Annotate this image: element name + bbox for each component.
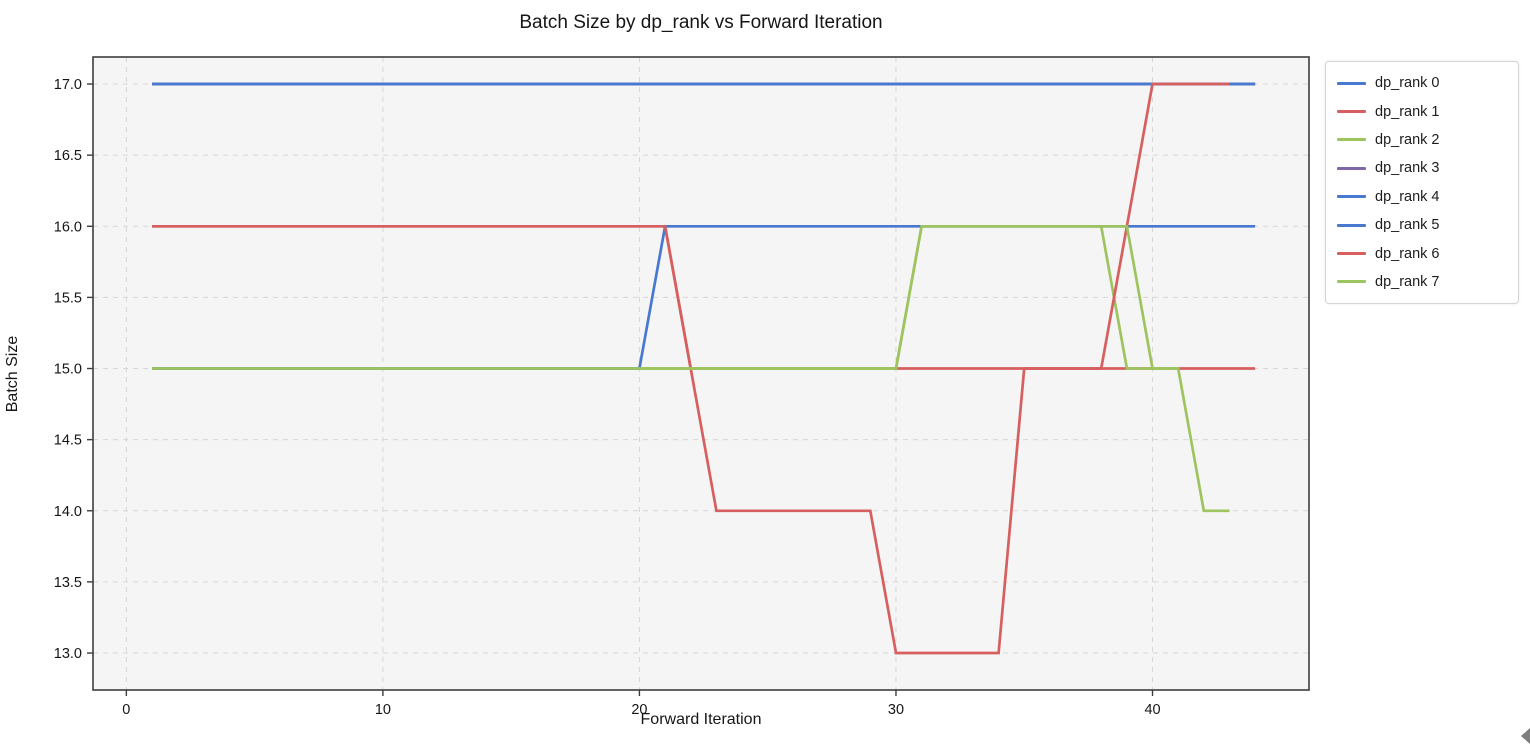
legend-label: dp_rank 0: [1375, 75, 1440, 92]
legend-entry: dp_rank 7: [1337, 268, 1508, 296]
y-tick-label: 13.5: [54, 575, 82, 591]
x-tick-label: 0: [122, 702, 130, 718]
legend-line-swatch: [1337, 138, 1366, 142]
cursor-artifact: [1521, 728, 1530, 744]
legend-line-swatch: [1337, 195, 1366, 199]
legend: dp_rank 0 dp_rank 1 dp_rank 2 dp_rank 3 dp_r…: [1325, 61, 1519, 305]
legend-entry: dp_rank 4: [1337, 183, 1508, 211]
legend-entry: dp_rank 6: [1337, 239, 1508, 267]
plot-spines: [92, 56, 1310, 691]
legend-line-swatch: [1337, 166, 1366, 170]
legend-label: dp_rank 2: [1375, 131, 1440, 148]
series-line-dp_rank-7: [152, 224, 1179, 370]
y-tick-label: 16.5: [54, 148, 82, 164]
legend-line-swatch: [1337, 280, 1366, 284]
y-tick-label: 17.0: [54, 77, 82, 93]
x-tick-label: 40: [1144, 702, 1160, 718]
chart-title: Batch Size by dp_rank vs Forward Iterati…: [519, 12, 883, 33]
x-tick-label: 10: [375, 702, 391, 718]
legend-label: dp_rank 7: [1375, 273, 1440, 290]
x-tick-label: 30: [888, 702, 904, 718]
legend-label: dp_rank 1: [1375, 103, 1440, 120]
legend-label: dp_rank 5: [1375, 217, 1440, 234]
legend-entry: dp_rank 1: [1337, 97, 1508, 125]
legend-line-swatch: [1337, 223, 1366, 227]
y-tick-label: 13.0: [54, 646, 82, 662]
legend-label: dp_rank 3: [1375, 160, 1440, 177]
y-tick-label: 15.5: [54, 290, 82, 306]
y-tick-label: 14.5: [54, 433, 82, 449]
legend-entry: dp_rank 3: [1337, 154, 1508, 182]
legend-label: dp_rank 6: [1375, 245, 1440, 262]
y-tick-label: 14.0: [54, 504, 82, 520]
y-tick-label: 16.0: [54, 219, 82, 235]
y-tick-label: 15.0: [54, 362, 82, 378]
legend-line-swatch: [1337, 81, 1366, 85]
legend-entry: dp_rank 5: [1337, 211, 1508, 239]
legend-line-swatch: [1337, 110, 1366, 114]
legend-label: dp_rank 4: [1375, 188, 1440, 205]
x-tick-label: 20: [631, 702, 647, 718]
plot-area: [93, 57, 1309, 690]
legend-line-swatch: [1337, 252, 1366, 256]
legend-entry: dp_rank 2: [1337, 126, 1508, 154]
x-axis-label: Forward Iteration: [640, 711, 762, 728]
y-axis-label: Batch Size: [4, 335, 21, 413]
legend-entry: dp_rank 0: [1337, 69, 1508, 97]
